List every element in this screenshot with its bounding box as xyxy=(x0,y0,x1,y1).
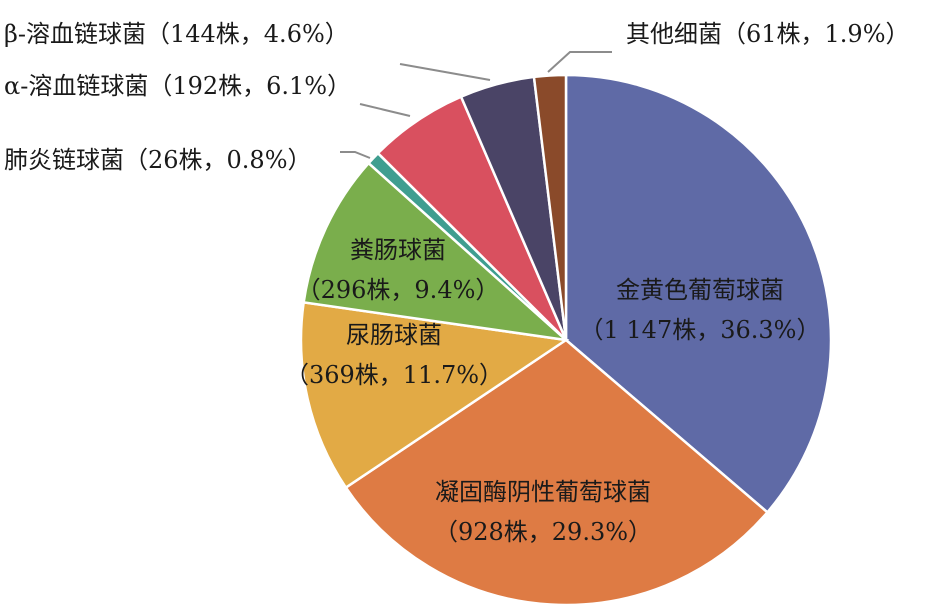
pie-slice-2 xyxy=(299,300,570,490)
slice-label-count-2: （369株，11.7%） xyxy=(285,361,503,389)
leader-line-7 xyxy=(547,51,612,73)
slice-label-count-7: （61株，1.9%） xyxy=(722,20,910,48)
slice-label-name-7: 其他细菌 xyxy=(626,20,722,48)
slice-label-count-1: （928株，29.3%） xyxy=(434,518,652,546)
slice-label-7: 其他细菌（61株，1.9%） xyxy=(626,20,910,48)
slice-label-name-0: 金黄色葡萄球菌 xyxy=(616,276,784,304)
pie-slice-1 xyxy=(344,338,770,607)
leader-line-4 xyxy=(340,151,371,159)
slice-label-count-6: （144株，4.6%） xyxy=(146,20,349,48)
slice-label-count-4: （26株，0.8%） xyxy=(124,146,312,174)
pie-slice-0 xyxy=(564,73,833,515)
slice-label-name-2: 尿肠球菌 xyxy=(346,321,442,349)
slice-label-name-1: 凝固酶阴性葡萄球菌 xyxy=(435,478,651,506)
slice-label-5: α-溶血链球菌（192株，6.1%） xyxy=(4,72,351,100)
slice-label-6: β-溶血链球菌（144株，4.6%） xyxy=(4,20,349,48)
slice-label-count-3: （296株，9.4%） xyxy=(297,276,500,304)
slice-label-count-0: （1 147株，36.3%） xyxy=(580,316,821,344)
slice-label-name-6: β-溶血链球菌 xyxy=(4,20,146,48)
leader-line-6 xyxy=(399,63,491,81)
slice-label-name-4: 肺炎链球菌 xyxy=(4,146,124,174)
leader-line-5 xyxy=(359,103,411,117)
slice-label-4: 肺炎链球菌（26株，0.8%） xyxy=(4,146,312,174)
slice-label-name-5: α-溶血链球菌 xyxy=(4,72,148,100)
slice-label-count-5: （192株，6.1%） xyxy=(148,72,351,100)
pie-slice-3 xyxy=(302,161,570,342)
pie-slice-7 xyxy=(532,73,568,341)
slice-label-name-3: 粪肠球菌 xyxy=(350,236,446,264)
